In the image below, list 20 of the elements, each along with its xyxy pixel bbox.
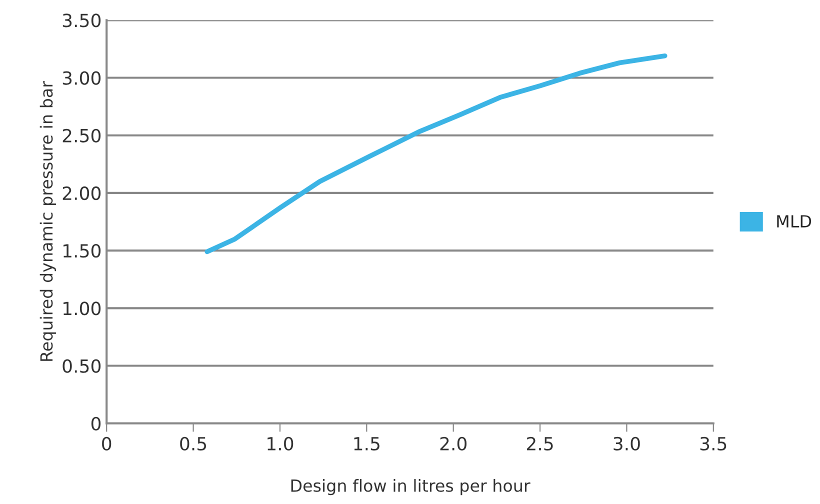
- x-tick-label: 2.5: [526, 436, 553, 451]
- y-axis-title: Required dynamic pressure in bar: [40, 81, 56, 361]
- x-tick-label: 3.5: [700, 436, 726, 451]
- legend-label: MLD: [777, 215, 812, 228]
- y-tick-label: 0.50: [62, 359, 101, 373]
- line-series: [204, 53, 668, 254]
- x-tick-label: 3.0: [614, 436, 640, 451]
- y-tick-label: 1.50: [64, 244, 101, 258]
- x-axis-title: Design flow in litres per hour: [291, 479, 530, 496]
- y-tick-label: 2.00: [62, 186, 101, 200]
- y-tick-label: 3.50: [62, 14, 101, 28]
- y-tick-label: 3.00: [62, 71, 101, 85]
- x-tick-label: 0.5: [180, 436, 206, 451]
- x-tick-label: 1.0: [268, 436, 294, 451]
- x-tick-label: 2.0: [440, 436, 466, 451]
- y-tick-label: 2.50: [62, 128, 101, 142]
- y-tick-label: 0: [91, 416, 101, 430]
- x-tick-label: 0: [102, 436, 112, 451]
- y-tick-label: 1.00: [64, 302, 101, 316]
- x-tick-label: 1.5: [354, 437, 380, 451]
